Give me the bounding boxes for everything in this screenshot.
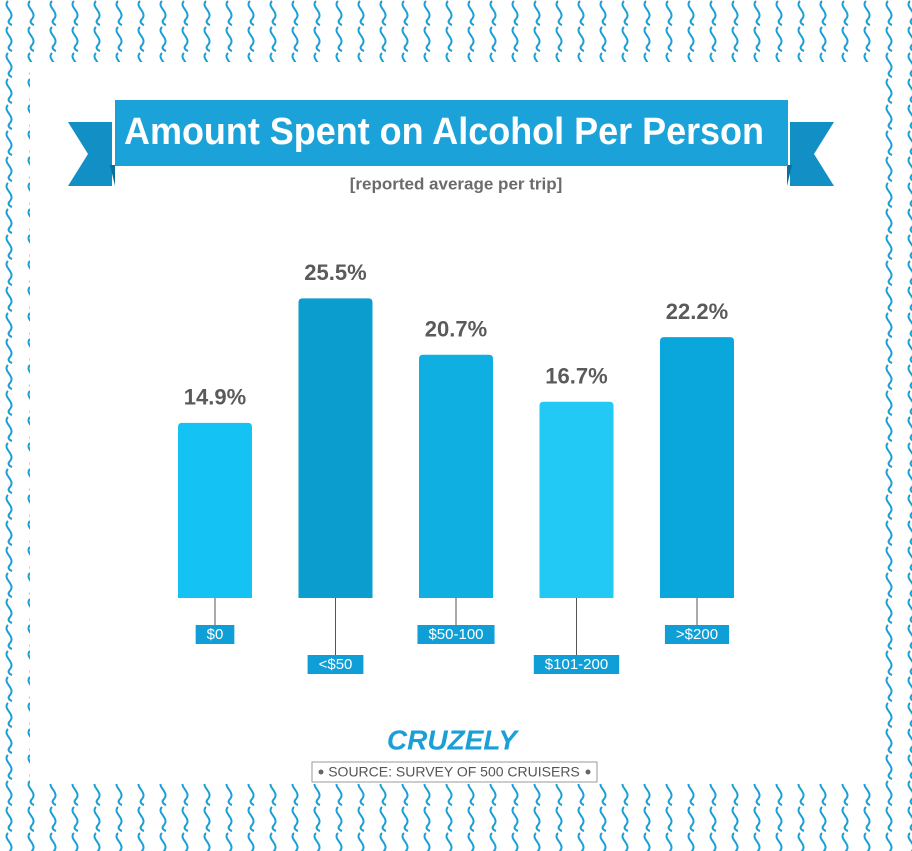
ribbon [115,100,788,166]
value-label: 25.5% [304,260,366,285]
value-label: 14.9% [184,385,246,410]
ribbon-fold [110,165,115,186]
source-box [311,761,598,783]
value-label: 20.7% [425,317,487,342]
bullet [585,769,591,775]
bar [419,354,493,598]
bar [539,401,614,598]
category-box [195,625,235,644]
category-box [533,655,620,674]
plot: 14.9% $0 25.5% <$50 20.7% $50-100 16.7% $101-20… [178,260,734,674]
category-box [664,625,730,644]
bullet [318,769,324,775]
ribbon-fold [787,165,792,186]
bar [298,298,373,598]
value-label: 22.2% [666,299,728,324]
brand: CRUZELY [387,724,519,755]
category-label: $50-100 [428,626,483,643]
ribbon-end [790,122,834,186]
source: SOURCE: SURVEY OF 500 CRUISERS [328,764,580,780]
category-label: $0 [207,626,224,643]
bar [178,422,252,598]
ribbon-end [68,122,112,186]
bar [660,337,734,598]
category-label: >$200 [676,626,718,643]
chart-title: Amount Spent on Alcohol Per Person [124,111,764,153]
value-label: 16.7% [545,364,607,389]
category-label: $101-200 [545,656,608,673]
category-label: <$50 [319,656,353,673]
category-box [307,655,364,674]
category-box [417,625,495,644]
subtitle: [reported average per trip] [350,174,563,193]
